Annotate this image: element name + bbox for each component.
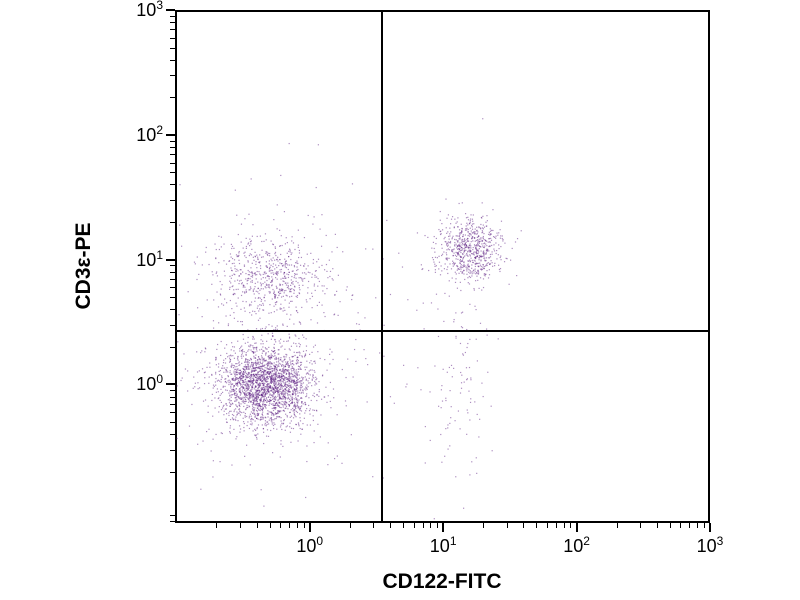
y-minor-tick: [170, 309, 175, 311]
y-minor-tick: [170, 346, 175, 348]
x-minor-tick: [640, 523, 642, 528]
y-minor-tick: [170, 297, 175, 299]
y-minor-tick: [170, 403, 175, 405]
x-minor-tick: [216, 523, 218, 528]
x-minor-tick: [280, 523, 282, 528]
x-minor-tick: [570, 523, 572, 528]
x-minor-tick: [483, 523, 485, 528]
y-major-tick: [166, 258, 175, 261]
y-minor-tick: [170, 514, 175, 516]
x-minor-tick: [697, 523, 699, 528]
y-major-tick: [166, 133, 175, 136]
y-minor-tick: [170, 222, 175, 224]
x-minor-tick: [523, 523, 525, 528]
y-minor-tick: [170, 422, 175, 424]
y-minor-tick: [170, 434, 175, 436]
x-minor-tick: [616, 523, 618, 528]
x-minor-tick: [390, 523, 392, 528]
x-minor-tick: [269, 523, 271, 528]
x-minor-tick: [349, 523, 351, 528]
x-axis-label: CD122-FITC: [382, 570, 502, 593]
y-minor-tick: [170, 324, 175, 326]
x-minor-tick: [373, 523, 375, 528]
y-tick-label: 102: [136, 122, 163, 145]
y-tick-label: 103: [136, 0, 163, 20]
y-minor-tick: [170, 29, 175, 31]
y-minor-tick: [170, 47, 175, 49]
y-minor-tick: [170, 146, 175, 148]
y-minor-tick: [170, 22, 175, 24]
x-minor-tick: [296, 523, 298, 528]
quadrant-gate-horizontal: [175, 329, 710, 332]
x-major-tick: [575, 523, 578, 532]
x-minor-tick: [669, 523, 671, 528]
x-minor-tick: [256, 523, 258, 528]
y-minor-tick: [170, 278, 175, 280]
x-minor-tick: [536, 523, 538, 528]
y-major-tick: [166, 383, 175, 386]
x-minor-tick: [303, 523, 305, 528]
x-minor-tick: [656, 523, 658, 528]
y-minor-tick: [170, 471, 175, 473]
y-minor-tick: [170, 390, 175, 392]
y-axis-label: CD3ε-PE: [72, 222, 95, 310]
y-minor-tick: [170, 140, 175, 142]
y-minor-tick: [170, 412, 175, 414]
x-minor-tick: [680, 523, 682, 528]
y-minor-tick: [170, 396, 175, 398]
x-minor-tick: [430, 523, 432, 528]
x-minor-tick: [506, 523, 508, 528]
y-minor-tick: [170, 521, 175, 523]
x-minor-tick: [289, 523, 291, 528]
x-tick-label: 100: [296, 534, 324, 556]
y-minor-tick: [170, 97, 175, 99]
x-tick-label: 103: [696, 534, 724, 556]
x-major-tick: [709, 523, 711, 532]
y-minor-tick: [170, 287, 175, 289]
x-minor-tick: [703, 523, 705, 528]
y-minor-tick: [170, 184, 175, 186]
y-minor-tick: [170, 59, 175, 61]
x-major-tick: [308, 523, 311, 532]
y-tick-label: 100: [136, 372, 163, 395]
y-minor-tick: [170, 162, 175, 164]
y-minor-tick: [170, 75, 175, 77]
x-minor-tick: [563, 523, 565, 528]
x-tick-label: 101: [429, 534, 457, 556]
x-major-tick: [442, 523, 445, 532]
x-tick-label: 102: [563, 534, 590, 556]
x-minor-tick: [437, 523, 439, 528]
quadrant-gate-vertical: [381, 10, 384, 523]
y-minor-tick: [170, 271, 175, 273]
x-minor-tick: [546, 523, 548, 528]
y-minor-tick: [170, 37, 175, 39]
scatter-points-canvas: [175, 10, 710, 523]
y-minor-tick: [170, 265, 175, 267]
y-tick-label: 101: [136, 247, 163, 270]
y-minor-tick: [170, 15, 175, 17]
y-minor-tick: [170, 200, 175, 202]
y-minor-tick: [170, 154, 175, 156]
y-major-tick: [166, 9, 175, 11]
x-minor-tick: [555, 523, 557, 528]
y-minor-tick: [170, 449, 175, 451]
x-minor-tick: [413, 523, 415, 528]
x-minor-tick: [689, 523, 691, 528]
x-minor-tick: [403, 523, 404, 528]
y-minor-tick: [170, 172, 175, 174]
x-minor-tick: [422, 523, 424, 528]
x-minor-tick: [239, 523, 241, 528]
